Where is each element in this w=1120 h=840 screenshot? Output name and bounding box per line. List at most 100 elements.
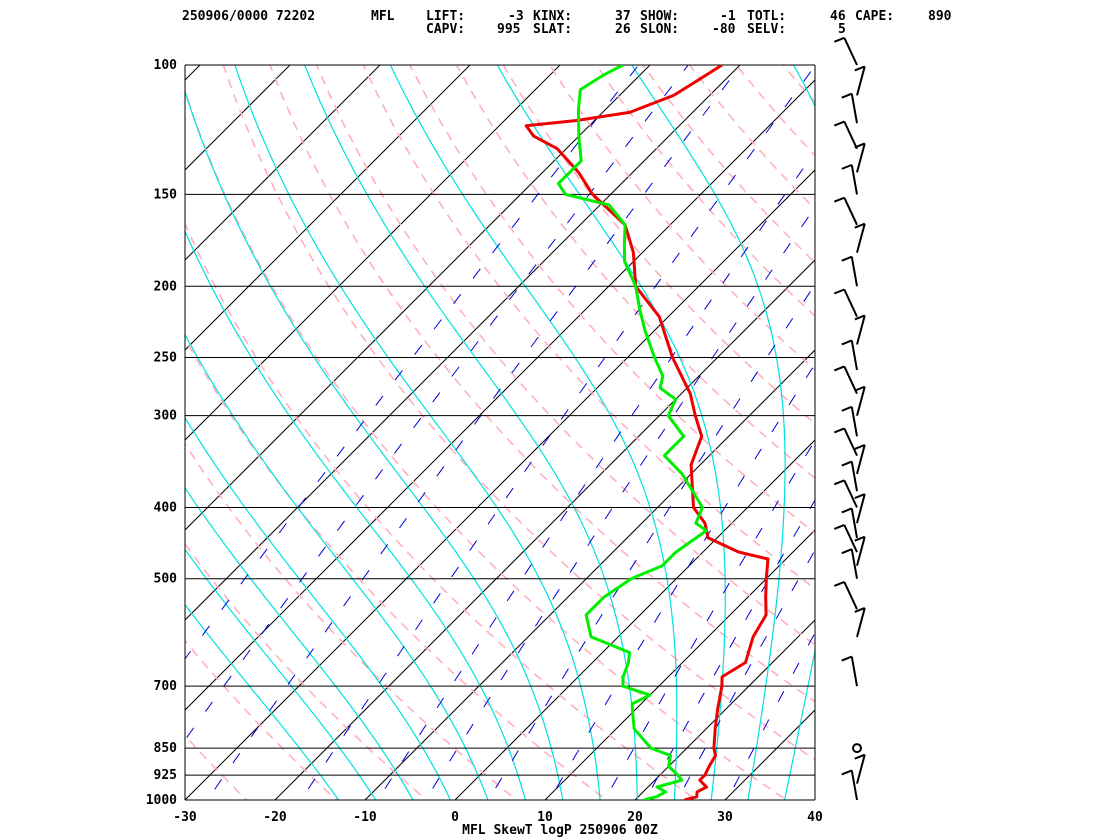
header-slon-label: SLON: xyxy=(640,22,680,37)
isotherm-line xyxy=(634,619,815,800)
moist-adiabat xyxy=(783,65,815,800)
header-cape-label: CAPE: xyxy=(855,9,895,24)
isotherm-lines xyxy=(0,65,815,800)
header-selv-label: SELV: xyxy=(747,22,787,37)
mixing-ratio-line xyxy=(726,631,815,800)
moist-adiabat xyxy=(389,65,678,800)
profiles xyxy=(524,65,770,800)
isotherm-line xyxy=(185,65,471,351)
moist-adiabat xyxy=(185,603,340,800)
wind-barb xyxy=(854,753,866,784)
dry-adiabat xyxy=(269,65,815,703)
wind-barbs xyxy=(833,36,866,801)
mixing-ratio-line xyxy=(487,283,815,800)
wind-barb xyxy=(854,222,866,253)
wind-barb xyxy=(841,507,858,539)
isotherm-line xyxy=(0,65,110,800)
wind-barb xyxy=(833,36,858,66)
header-cape-value: 890 xyxy=(928,9,952,24)
wind-barb xyxy=(841,655,858,687)
pressure-tick-label: 850 xyxy=(154,741,178,756)
wind-barb xyxy=(833,581,858,610)
wind-barb xyxy=(833,427,858,457)
dry-adiabat xyxy=(185,542,428,800)
moist-adiabat xyxy=(185,548,377,800)
header-totl-label: TOTL: xyxy=(747,9,787,24)
dry-adiabat xyxy=(923,65,1120,816)
dry-adiabat xyxy=(502,65,815,425)
dry-adiabat xyxy=(688,65,815,211)
temperature-tick-label: 0 xyxy=(451,810,459,825)
header-slat-value: 26 xyxy=(615,22,631,37)
mixing-ratio-line xyxy=(185,65,689,741)
wind-barb xyxy=(854,535,866,566)
dry-adiabats xyxy=(185,65,1120,816)
dry-adiabat xyxy=(185,734,248,800)
temperature-tick-label: 30 xyxy=(717,810,733,825)
wind-barb xyxy=(841,460,858,492)
mixing-ratio-line xyxy=(300,65,815,800)
moist-adiabat xyxy=(631,65,786,800)
wind-barb xyxy=(833,479,858,508)
dry-adiabat xyxy=(782,65,815,104)
pressure-tick-label: 250 xyxy=(154,350,178,365)
dry-adiabat xyxy=(185,88,789,800)
pressure-tick-label: 925 xyxy=(154,768,177,783)
dry-adiabat xyxy=(185,336,609,800)
temperature-tick-labels: -30 -20 -10 0 10 20 30 40 xyxy=(173,810,823,825)
wind-barb xyxy=(841,339,858,371)
wind-barb xyxy=(854,65,866,96)
mixing-ratio-line xyxy=(206,65,742,800)
isotherm-line xyxy=(185,79,815,711)
wind-barb xyxy=(833,120,858,150)
dry-adiabat xyxy=(185,639,338,800)
dry-adiabat xyxy=(185,221,699,800)
header-kinx-value: 37 xyxy=(615,9,631,24)
header-id: 250906/0000 72202 xyxy=(182,9,316,24)
pressure-tick-label: 300 xyxy=(154,409,178,424)
wind-barb xyxy=(854,314,866,345)
dry-adiabat xyxy=(455,65,815,480)
temperature-tick-label: -30 xyxy=(173,810,197,825)
moist-adiabat xyxy=(185,229,526,800)
isotherm-line xyxy=(814,799,815,800)
header-slat-label: SLAT: xyxy=(533,22,573,37)
header-capv-label: CAPV: xyxy=(426,22,466,37)
dry-adiabat xyxy=(185,442,518,800)
header-show-label: SHOW: xyxy=(640,9,680,24)
moist-adiabat xyxy=(185,416,452,800)
wind-barb xyxy=(841,92,858,124)
isotherm-line xyxy=(364,349,815,800)
pressure-tick-label: 200 xyxy=(154,279,178,294)
dry-adiabat xyxy=(829,65,1120,816)
header-lift-label: LIFT: xyxy=(426,9,466,24)
wind-barb xyxy=(841,163,858,195)
isotherm-line xyxy=(274,259,815,800)
isotherm-line xyxy=(185,65,381,261)
wind-barb xyxy=(841,769,858,801)
header-capv-value: 995 xyxy=(497,22,521,37)
wind-barb xyxy=(833,196,858,226)
dry-adiabat xyxy=(595,65,815,318)
wind-barb xyxy=(833,288,858,318)
wind-barb xyxy=(854,493,866,524)
pressure-tick-label: 700 xyxy=(154,679,178,694)
header-selv-value: 5 xyxy=(838,22,846,37)
mixing-ratio-line xyxy=(604,439,815,800)
isotherm-line xyxy=(454,439,815,800)
wind-barb xyxy=(854,607,866,638)
pressure-tick-label: 500 xyxy=(154,572,178,587)
mixing-ratio-line xyxy=(549,363,815,800)
chart-caption: MFL SkewT logP 250906 00Z xyxy=(462,823,658,838)
temperature-tick-label: 20 xyxy=(627,810,643,825)
wind-barb xyxy=(833,524,858,553)
header-station: MFL xyxy=(371,9,395,24)
header-show-value: -1 xyxy=(720,9,736,24)
mixing-ratio-line xyxy=(185,65,639,660)
header-lift-value: -3 xyxy=(508,9,524,24)
dry-adiabat xyxy=(315,65,815,646)
isotherm-line xyxy=(544,529,815,800)
dry-adiabat xyxy=(362,65,815,590)
wind-barb xyxy=(841,255,858,287)
